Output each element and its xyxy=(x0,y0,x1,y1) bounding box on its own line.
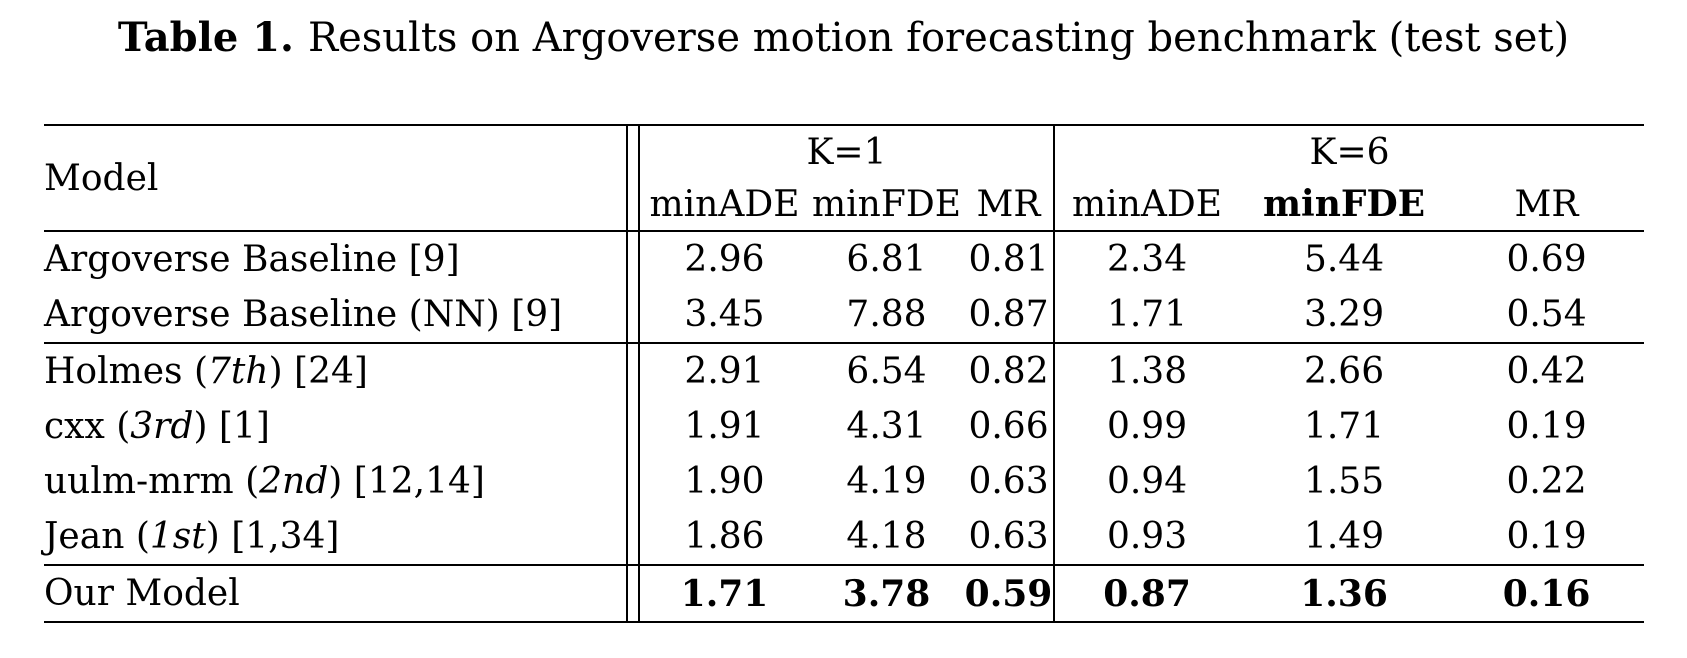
row-group-competitors: Holmes (7th) [24] 2.91 6.54 0.82 1.38 2.66 0.4… xyxy=(44,343,1645,565)
model-name-text: cxx ( xyxy=(44,406,131,447)
k1-mr-value: 0.66 xyxy=(964,399,1056,454)
header-k1-mr: MR xyxy=(964,178,1056,231)
double-rule-separator xyxy=(626,399,640,454)
model-rank-text: 3rd xyxy=(130,406,194,447)
model-name-cell: Holmes (7th) [24] xyxy=(44,343,627,399)
model-name-cell: Our Model xyxy=(44,565,627,622)
k6-minfde-value: 5.44 xyxy=(1303,239,1385,280)
k6-minade-value: 1.71 xyxy=(1106,294,1188,335)
k1-mr-value: 0.63 xyxy=(964,454,1056,509)
model-name-cell: Argoverse Baseline (NN) [9] xyxy=(44,287,627,343)
k1-mr-value: 0.82 xyxy=(964,343,1056,399)
k1-minfde-value: 4.19 xyxy=(846,461,927,502)
k1-mr-value: 0.87 xyxy=(964,287,1056,343)
k1-minfde-value: 3.78 xyxy=(842,572,931,615)
double-rule-separator xyxy=(626,509,640,565)
header-k6-mr: MR xyxy=(1514,183,1579,225)
table-row: Our Model 1.71 3.78 0.59 0.87 1.36 0.16 xyxy=(44,565,1644,622)
model-rank-text: 2nd xyxy=(259,461,329,502)
k6-mr-value: 0.19 xyxy=(1506,516,1587,557)
double-rule-separator xyxy=(626,287,640,343)
k6-minfde-value: 1.36 xyxy=(1300,572,1388,615)
header-k6-minfde: minFDE xyxy=(1262,183,1426,225)
k1-minfde-value: 4.18 xyxy=(846,516,927,557)
k1-minade-value: 2.96 xyxy=(684,239,765,280)
model-citation-text: ) [24] xyxy=(268,351,368,392)
model-name-text: Argoverse Baseline [9] xyxy=(44,239,460,280)
k1-minfde-value: 6.54 xyxy=(846,351,927,392)
header-k6-minade: minADE xyxy=(1072,183,1223,225)
header-metric-row: minADE minFDE MR minADE minFDE MR xyxy=(44,178,1644,231)
header-k1-minade: minADE xyxy=(649,183,800,225)
k1-mr-value: 0.81 xyxy=(964,231,1056,287)
k1-mr-value: 0.63 xyxy=(964,509,1056,565)
double-rule-separator xyxy=(626,231,640,287)
k6-minfde-value: 3.29 xyxy=(1303,294,1385,335)
double-rule-separator xyxy=(626,565,640,622)
table-caption: Table 1. Results on Argoverse motion fore… xyxy=(0,14,1687,62)
k1-minade-value: 1.71 xyxy=(680,572,769,615)
k6-minfde-value: 2.66 xyxy=(1303,351,1385,392)
k1-minade-value: 2.91 xyxy=(684,351,765,392)
table-row: Argoverse Baseline (NN) [9] 3.45 7.88 0.87 1… xyxy=(44,287,1644,343)
k1-minade-value: 1.90 xyxy=(684,461,765,502)
header-group-row: Model K=1 K=6 xyxy=(44,125,1644,231)
k6-mr-value: 0.69 xyxy=(1506,239,1587,280)
k6-mr-value: 0.42 xyxy=(1506,351,1587,392)
k6-minade-value: 0.99 xyxy=(1106,406,1188,447)
k6-mr-value: 0.54 xyxy=(1506,294,1587,335)
k1-mr-value: 0.59 xyxy=(964,565,1056,622)
header-group-k1: K=1 xyxy=(639,125,1056,178)
model-citation-text: ) [1,34] xyxy=(205,516,340,557)
k6-minade-value: 0.87 xyxy=(1103,572,1191,615)
model-rank-text: 7th xyxy=(208,351,269,392)
k1-minfde-value: 6.81 xyxy=(846,239,927,280)
k6-mr-value: 0.16 xyxy=(1502,572,1591,615)
results-table: Model K=1 K=6 minADE minFDE MR minADE mi… xyxy=(44,124,1645,623)
k6-mr-value: 0.19 xyxy=(1506,406,1587,447)
model-name-text: Holmes ( xyxy=(44,351,208,392)
table-row: Argoverse Baseline [9] 2.96 6.81 0.81 2.34 5.… xyxy=(44,231,1644,287)
table-row: uulm-mrm (2nd) [12,14] 1.90 4.19 0.63 0.94 1.… xyxy=(44,454,1644,509)
k6-minade-value: 1.38 xyxy=(1106,351,1188,392)
k6-minade-value: 2.34 xyxy=(1106,239,1188,280)
model-citation-text: ) [12,14] xyxy=(328,461,485,502)
k1-minfde-value: 7.88 xyxy=(846,294,927,335)
k6-minfde-value: 1.71 xyxy=(1303,406,1385,447)
model-name-text: Argoverse Baseline (NN) [9] xyxy=(44,294,563,335)
table-row: cxx (3rd) [1] 1.91 4.31 0.66 0.99 1.71 0.19 xyxy=(44,399,1644,454)
k6-mr-value: 0.22 xyxy=(1506,461,1587,502)
header-k1-minfde: minFDE xyxy=(812,183,961,225)
table-caption-label: Table 1. xyxy=(117,14,294,61)
model-name-cell: Argoverse Baseline [9] xyxy=(44,231,627,287)
model-name-cell: uulm-mrm (2nd) [12,14] xyxy=(44,454,627,509)
model-name-text: Jean ( xyxy=(44,516,150,557)
model-name-cell: cxx (3rd) [1] xyxy=(44,399,627,454)
double-rule-separator xyxy=(626,343,640,399)
row-group-our-model: Our Model 1.71 3.78 0.59 0.87 1.36 0.16 xyxy=(44,565,1645,622)
k1-minade-value: 3.45 xyxy=(684,294,765,335)
model-rank-text: 1st xyxy=(149,516,206,557)
header-model-column: Model xyxy=(44,157,159,199)
table-row: Holmes (7th) [24] 2.91 6.54 0.82 1.38 2.66 0.4… xyxy=(44,343,1644,399)
k6-minade-value: 0.94 xyxy=(1106,461,1188,502)
k1-minfde-value: 4.31 xyxy=(846,406,927,447)
k1-minade-value: 1.91 xyxy=(684,406,765,447)
table-header: Model K=1 K=6 minADE minFDE MR minADE mi… xyxy=(44,125,1644,231)
k6-minfde-value: 1.55 xyxy=(1303,461,1385,502)
row-group-baselines: Argoverse Baseline [9] 2.96 6.81 0.81 2.34 5.… xyxy=(44,231,1645,343)
model-name-text: uulm-mrm ( xyxy=(44,461,260,502)
header-group-k6: K=6 xyxy=(1309,131,1390,173)
model-name-text: Our Model xyxy=(44,573,240,614)
k6-minfde-value: 1.49 xyxy=(1303,516,1385,557)
model-citation-text: ) [1] xyxy=(193,406,270,447)
table-row: Jean (1st) [1,34] 1.86 4.18 0.63 0.93 1.49 0.1… xyxy=(44,509,1644,565)
model-name-cell: Jean (1st) [1,34] xyxy=(44,509,627,565)
double-rule-separator xyxy=(626,454,640,509)
double-rule-separator xyxy=(626,125,640,231)
k6-minade-value: 0.93 xyxy=(1106,516,1188,557)
k1-minade-value: 1.86 xyxy=(684,516,765,557)
table-caption-text: Results on Argoverse motion forecasting … xyxy=(307,15,1570,61)
